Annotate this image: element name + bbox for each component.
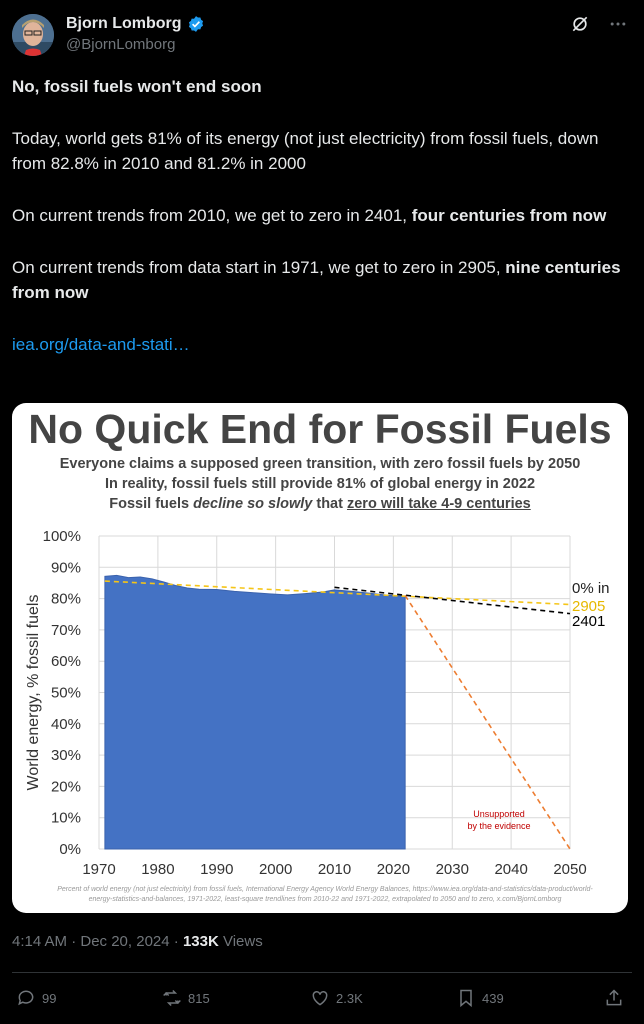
views-label: Views — [218, 933, 263, 950]
reply-count: 99 — [42, 990, 57, 1006]
y-tick-label: 70% — [51, 622, 81, 639]
tweet-text: No, fossil fuels won't end soon Today, w… — [12, 74, 632, 384]
y-tick-label: 30% — [51, 747, 81, 764]
bookmark-count: 439 — [482, 990, 504, 1006]
x-tick-label: 1990 — [200, 861, 233, 878]
y-tick-label: 10% — [51, 810, 81, 827]
y-tick-label: 20% — [51, 778, 81, 795]
chart-title: No Quick End for Fossil Fuels — [28, 406, 612, 452]
chart-plot: 0% 10% 20% 30% 40% 50% 60% 70% 80% 90% 100% 1970 198… — [25, 528, 610, 878]
bookmark-icon — [460, 989, 472, 1008]
y-tick-label: 40% — [51, 716, 81, 733]
reply-button[interactable]: 99 — [16, 988, 56, 1008]
y-tick-label: 100% — [43, 528, 81, 545]
x-tick-label: 1980 — [141, 861, 174, 878]
x-tick-label: 2050 — [553, 861, 586, 878]
y-tick-label: 80% — [51, 591, 81, 608]
extrapolation-line — [404, 595, 571, 850]
tweet-meta: 4:14 AM · Dec 20, 2024 · 133K Views — [12, 933, 263, 950]
end-label: 0% in — [572, 580, 610, 597]
end-label-1971: 2905 — [572, 598, 605, 615]
y-tick-label: 50% — [51, 685, 81, 702]
repost-button[interactable]: 815 — [162, 988, 210, 1008]
divider — [12, 972, 632, 973]
x-tick-label: 2040 — [494, 861, 527, 878]
author-handle[interactable]: @BjornLomborg — [66, 36, 176, 53]
source-link[interactable]: iea.org/data-and-stati… — [12, 335, 190, 354]
x-tick-label: 2000 — [259, 861, 292, 878]
x-tick-label: 2030 — [436, 861, 469, 878]
trendline-1971 — [104, 580, 571, 606]
y-tick-label: 90% — [51, 559, 81, 576]
share-icon — [606, 989, 622, 1006]
fossil-share-area — [104, 574, 406, 850]
share-button[interactable] — [604, 988, 624, 1008]
views-count: 133K — [182, 933, 219, 950]
tweet-timestamp[interactable]: 4:14 AM · Dec 20, 2024 · — [12, 933, 183, 950]
end-label-2010: 2401 — [572, 613, 605, 630]
x-tick-label: 2010 — [318, 861, 351, 878]
like-count: 2.3K — [336, 990, 363, 1006]
annotation-text: by the evidence — [467, 821, 530, 831]
annotation-text: Unsupported — [473, 809, 525, 819]
tweet-paragraph: On current trends from data start in 197… — [12, 258, 621, 302]
x-tick-label: 2020 — [377, 861, 410, 878]
reply-icon — [18, 990, 34, 1006]
verified-badge-icon — [188, 16, 203, 32]
tweet-header: Bjorn Lomborg @BjornLomborg — [12, 12, 632, 60]
grok-icon[interactable] — [570, 14, 590, 34]
repost-count: 815 — [188, 990, 210, 1006]
y-tick-label: 0% — [59, 841, 81, 858]
tweet-headline: No, fossil fuels won't end soon — [12, 77, 262, 96]
heart-icon — [312, 990, 328, 1006]
chart-subtitle: Everyone claims a supposed green transit… — [59, 456, 581, 472]
y-tick-label: 60% — [51, 653, 81, 670]
chart-subtitle: In reality, fossil fuels still provide 8… — [104, 476, 536, 492]
avatar[interactable] — [12, 14, 54, 56]
author-name[interactable]: Bjorn Lomborg — [66, 15, 182, 32]
tweet-paragraph: On current trends from 2010, we get to z… — [12, 206, 607, 225]
chart-subtitle: Fossil fuels decline so slowly that zero… — [109, 496, 531, 512]
like-button[interactable]: 2.3K — [310, 988, 363, 1008]
chart-image[interactable]: No Quick End for Fossil Fuels Everyone c… — [12, 403, 628, 913]
y-axis-label: World energy, % fossil fuels — [25, 595, 42, 791]
chart-footnote: Percent of world energy (not just electr… — [57, 886, 593, 903]
action-bar: 99 815 2.3K 439 — [16, 988, 632, 1012]
trendline-2010 — [334, 586, 571, 615]
more-options-icon[interactable] — [608, 14, 628, 34]
x-tick-label: 1970 — [82, 861, 115, 878]
tweet-paragraph: Today, world gets 81% of its energy (not… — [12, 129, 599, 173]
repost-icon — [163, 989, 181, 1007]
bookmark-button[interactable]: 439 — [456, 988, 504, 1008]
